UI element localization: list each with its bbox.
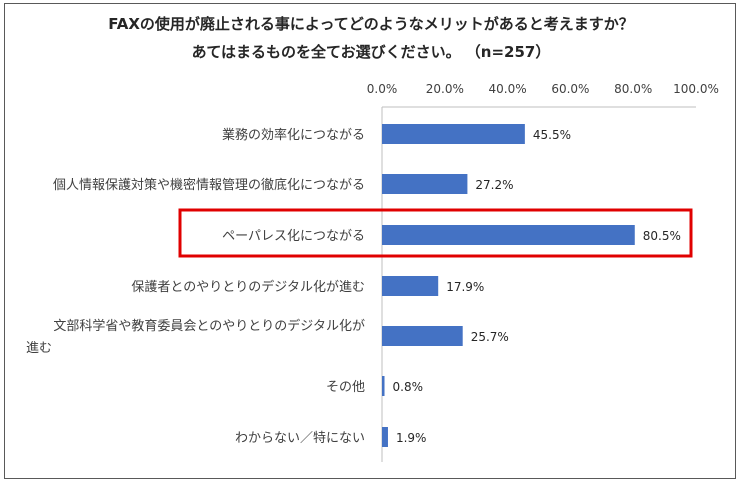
highlight-box xyxy=(178,208,693,258)
data-label: 17.9% xyxy=(446,280,484,294)
category-label: その他 xyxy=(326,380,365,395)
data-label: 27.2% xyxy=(475,178,513,192)
tick-label: 80.0% xyxy=(614,82,652,96)
category-label: 保護者とのやりとりのデジタル化が進む xyxy=(131,279,365,295)
category-label: 個人情報保護対策や機密情報管理の徹底化につながる xyxy=(53,177,365,193)
bar xyxy=(382,124,525,144)
data-label: 1.9% xyxy=(396,431,427,445)
bar xyxy=(382,427,388,447)
chart-subtitle: あてはまるものを全てお選びください。 （n=257） xyxy=(191,43,551,61)
data-label: 25.7% xyxy=(471,330,509,344)
category-label: 進む xyxy=(26,341,52,356)
data-label: 45.5% xyxy=(533,128,571,142)
bar xyxy=(382,276,439,296)
bar xyxy=(382,225,635,245)
category-label: わからない／特にない xyxy=(235,431,365,446)
bar xyxy=(382,376,385,396)
tick-label: 100.0% xyxy=(673,82,719,96)
tick-label: 40.0% xyxy=(489,82,527,96)
tick-label: 60.0% xyxy=(551,82,589,96)
tick-label: 0.0% xyxy=(367,82,398,96)
bar xyxy=(382,174,468,194)
category-label: 文部科学省や教育委員会とのやりとりのデジタル化が xyxy=(53,318,365,334)
data-label: 80.5% xyxy=(643,229,681,243)
bar xyxy=(382,326,463,346)
category-label: 業務の効率化につながる xyxy=(222,127,365,143)
tick-label: 20.0% xyxy=(426,82,464,96)
data-label: 0.8% xyxy=(393,380,424,394)
category-label: ペーパレス化につながる xyxy=(222,229,365,244)
chart-title: FAXの使用が廃止される事によってどのようなメリットがあると考えますか？ xyxy=(108,15,634,33)
